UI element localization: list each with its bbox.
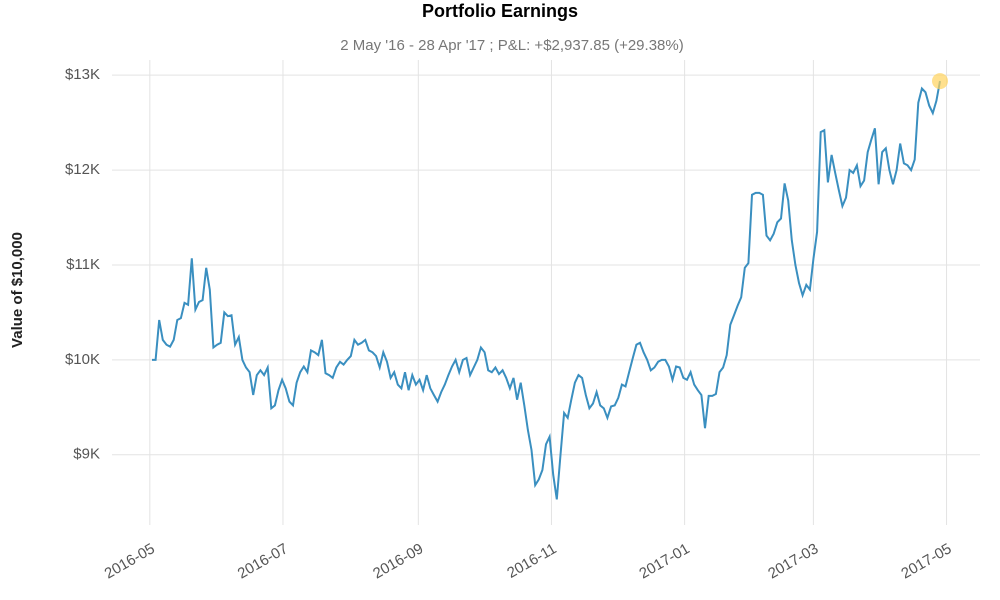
line bbox=[152, 80, 941, 500]
y-axis-label: Value of $10,000 bbox=[9, 232, 26, 348]
x-tick-label: 2016-05 bbox=[102, 540, 158, 582]
y-tick-label: $10K bbox=[65, 351, 100, 368]
y-tick-label: $11K bbox=[66, 256, 100, 273]
chart-title: Portfolio Earnings bbox=[422, 1, 578, 21]
x-tick-label: 2016-07 bbox=[235, 540, 291, 582]
x-tick-label: 2017-05 bbox=[898, 540, 954, 582]
x-tick-label: 2016-09 bbox=[370, 540, 426, 582]
x-tick-label: 2016-11 bbox=[504, 540, 559, 582]
x-tick-label: 2017-03 bbox=[765, 540, 821, 582]
chart-subtitle: 2 May '16 - 28 Apr '17 ; P&L: +$2,937.85… bbox=[340, 37, 683, 54]
y-tick-label: $9K bbox=[73, 446, 100, 463]
end-marker bbox=[932, 73, 948, 90]
x-tick-label: 2017-01 bbox=[636, 540, 692, 582]
y-tick-label: $13K bbox=[65, 66, 100, 83]
y-tick-label: $12K bbox=[65, 161, 100, 178]
